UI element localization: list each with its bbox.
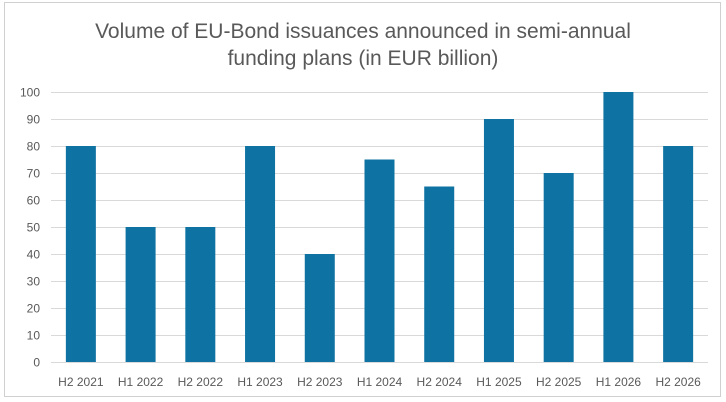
bar-h2-2023	[304, 254, 335, 362]
y-tick-label: 50	[27, 221, 41, 235]
bar-h1-2023	[245, 146, 276, 362]
bar-h1-2025	[483, 119, 514, 362]
x-axis-ticks: H2 2021 H1 2022 H2 2022 H1 2023 H2 2023 H1 20…	[58, 375, 701, 389]
y-tick-label: 80	[27, 140, 41, 154]
x-tick-label: H1 2025	[476, 375, 522, 389]
bar-h1-2022	[125, 227, 156, 362]
bar-h2-2021	[65, 146, 96, 362]
y-tick-label: 10	[27, 329, 41, 343]
x-tick-label: H1 2024	[357, 375, 403, 389]
y-axis-ticks: 0 10 20 30 40 50 60 70 80 90 100	[20, 86, 40, 370]
y-tick-label: 40	[27, 248, 41, 262]
y-tick-label: 90	[27, 113, 41, 127]
bar-h1-2024	[364, 159, 395, 362]
x-tick-label: H2 2026	[655, 375, 701, 389]
chart-title: Volume of EU-Bond issuances announced in…	[0, 18, 726, 72]
y-tick-label: 20	[27, 302, 41, 316]
y-tick-label: 100	[20, 86, 40, 100]
bar-h2-2026	[663, 146, 694, 362]
x-tick-label: H1 2022	[118, 375, 164, 389]
chart-title-line-2: funding plans (in EUR billion)	[227, 47, 499, 70]
x-tick-label: H1 2023	[237, 375, 283, 389]
bar-h1-2026	[603, 92, 634, 362]
bar-h2-2022	[185, 227, 216, 362]
chart-frame	[4, 2, 721, 397]
bar-h2-2025	[543, 173, 574, 362]
y-tick-label: 30	[27, 275, 41, 289]
x-tick-label: H2 2025	[536, 375, 582, 389]
x-tick-label: H2 2021	[58, 375, 104, 389]
x-tick-label: H2 2022	[178, 375, 224, 389]
y-tick-label: 60	[27, 194, 41, 208]
x-tick-label: H2 2023	[297, 375, 343, 389]
chart-title-line-1: Volume of EU-Bond issuances announced in…	[95, 20, 631, 43]
x-tick-label: H2 2024	[417, 375, 463, 389]
y-tick-label: 0	[33, 356, 40, 370]
bars	[65, 92, 694, 362]
bar-h2-2024	[424, 186, 455, 362]
x-tick-label: H1 2026	[596, 375, 642, 389]
y-tick-label: 70	[27, 167, 41, 181]
